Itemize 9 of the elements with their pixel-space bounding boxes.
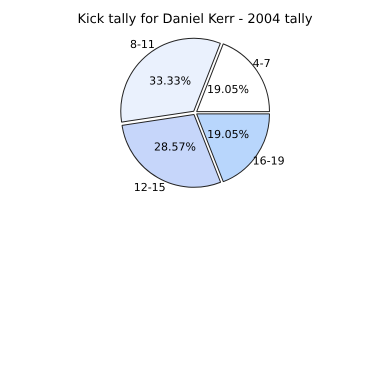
slice-label: 16-19	[252, 154, 285, 168]
slice-label: 4-7	[252, 56, 271, 70]
chart-title: Kick tally for Daniel Kerr - 2004 tally	[77, 12, 313, 28]
data-label: 19.05%	[207, 128, 250, 142]
slice-label: 12-15	[134, 180, 166, 194]
data-label: 33.33%	[149, 74, 192, 88]
slice-label: 8-11	[130, 38, 155, 51]
data-label: 19.05%	[207, 83, 250, 96]
data-label: 28.57%	[154, 140, 196, 154]
